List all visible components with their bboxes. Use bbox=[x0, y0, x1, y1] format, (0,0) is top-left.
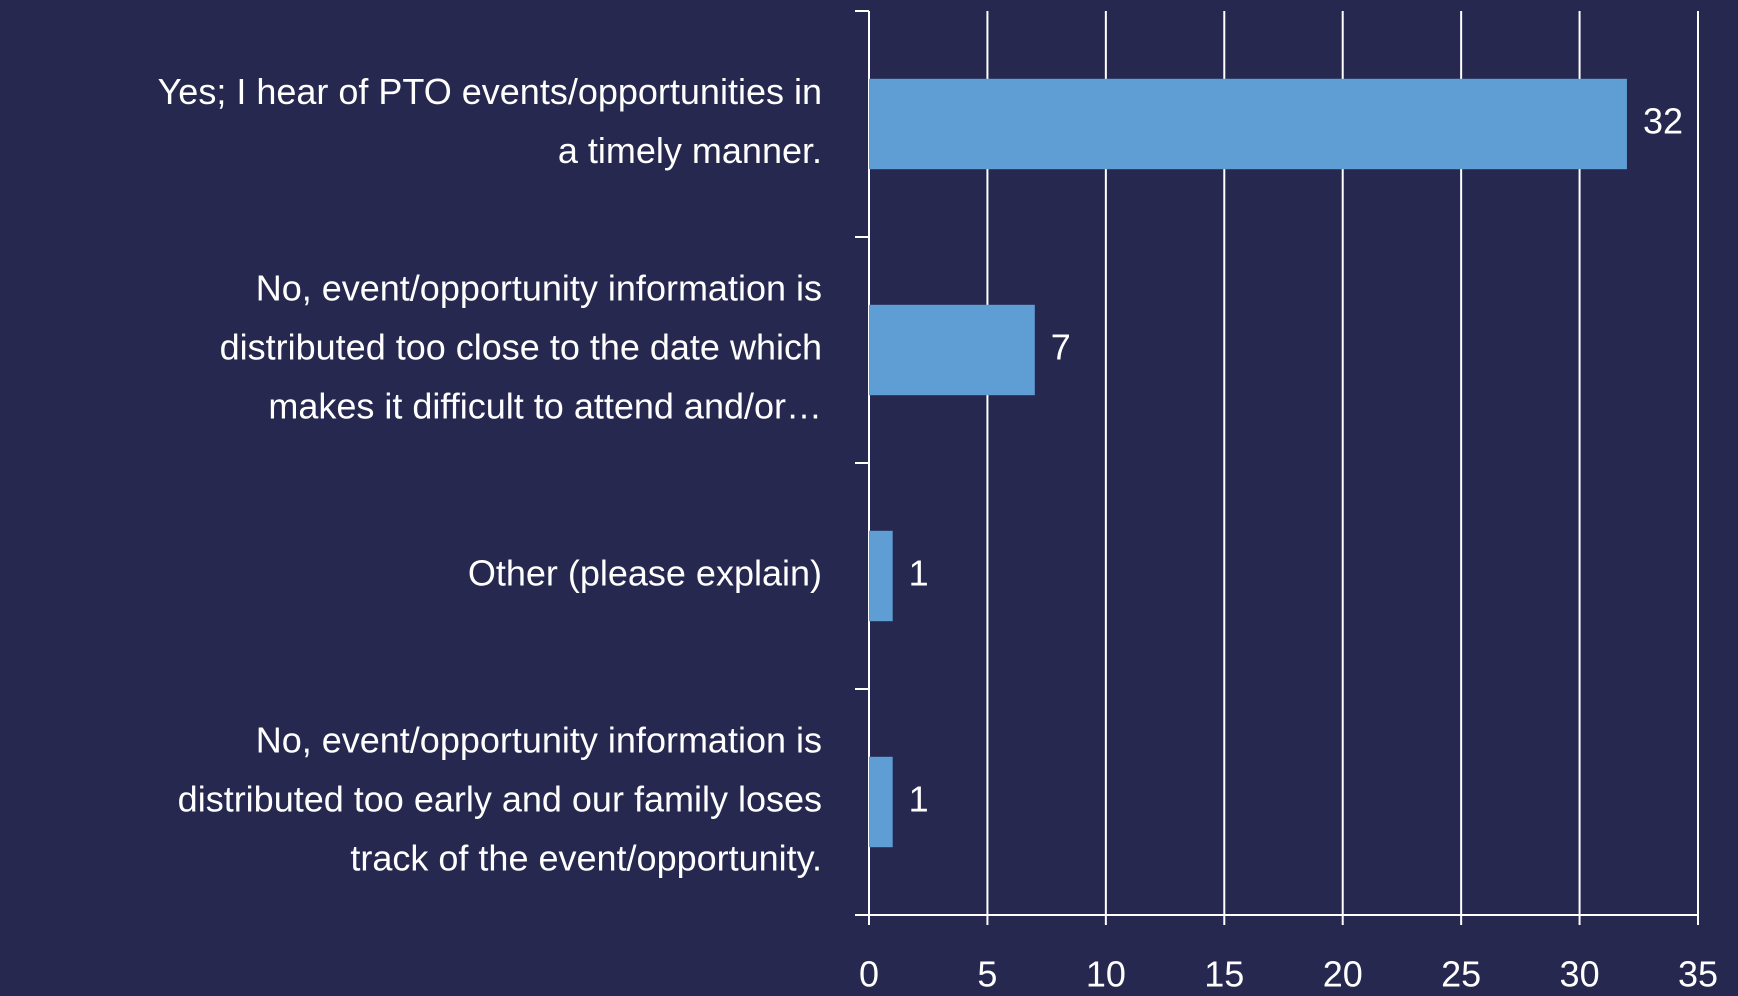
data-label: 1 bbox=[909, 779, 929, 820]
x-tick-label: 20 bbox=[1323, 954, 1363, 995]
data-label: 7 bbox=[1051, 327, 1071, 368]
y-tick-label: Other (please explain) bbox=[468, 553, 822, 594]
data-label: 1 bbox=[909, 553, 929, 594]
y-tick-label: distributed too close to the date which bbox=[220, 327, 822, 368]
bar bbox=[869, 304, 1035, 396]
y-tick-label: distributed too early and our family los… bbox=[178, 779, 822, 820]
data-label: 32 bbox=[1643, 101, 1683, 142]
bar bbox=[869, 756, 893, 848]
x-tick-label: 0 bbox=[859, 954, 879, 995]
y-tick-label: No, event/opportunity information is bbox=[256, 720, 822, 761]
x-tick-label: 35 bbox=[1678, 954, 1718, 995]
y-tick-label: a timely manner. bbox=[558, 130, 822, 171]
y-tick-label: track of the event/opportunity. bbox=[350, 838, 822, 879]
x-tick-label: 30 bbox=[1560, 954, 1600, 995]
x-tick-label: 10 bbox=[1086, 954, 1126, 995]
y-tick-label: makes it difficult to attend and/or… bbox=[268, 386, 822, 427]
y-tick-label: Yes; I hear of PTO events/opportunities … bbox=[158, 71, 822, 112]
x-tick-label: 25 bbox=[1441, 954, 1481, 995]
bar bbox=[869, 78, 1627, 170]
y-tick-label: No, event/opportunity information is bbox=[256, 268, 822, 309]
bar bbox=[869, 530, 893, 622]
x-tick-label: 5 bbox=[977, 954, 997, 995]
x-tick-label: 15 bbox=[1204, 954, 1244, 995]
